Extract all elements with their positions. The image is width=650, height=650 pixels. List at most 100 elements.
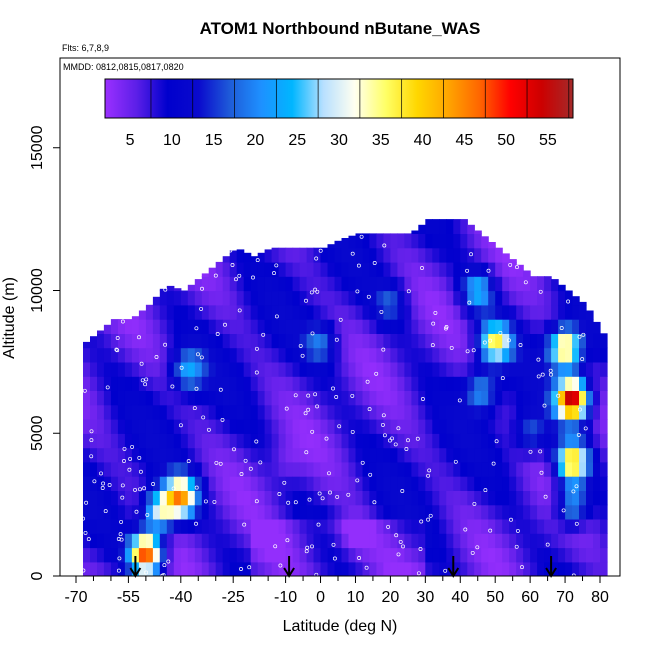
heat-cell	[425, 333, 433, 349]
heat-cell	[460, 276, 468, 292]
heat-cell	[348, 347, 357, 363]
heat-cell	[509, 276, 517, 292]
heat-cell	[236, 476, 245, 491]
sample-point	[355, 478, 360, 483]
heat-cell	[544, 404, 552, 420]
sample-point	[255, 258, 260, 263]
heat-cell	[495, 447, 503, 463]
sample-point	[426, 473, 431, 478]
sample-point	[365, 379, 370, 384]
heat-cell	[453, 376, 461, 391]
sample-point	[313, 392, 318, 397]
heat-cell	[397, 361, 405, 377]
heat-cell	[355, 304, 364, 320]
heat-cell	[236, 518, 245, 534]
sample-point	[140, 378, 145, 383]
heat-cell	[257, 518, 266, 534]
sample-point	[528, 449, 533, 454]
heat-cell	[376, 518, 384, 534]
heat-cell	[397, 376, 405, 391]
heat-cell	[264, 518, 273, 534]
heat-cell	[593, 333, 601, 349]
heat-cell	[481, 347, 489, 363]
heat-cell	[327, 419, 336, 434]
sample-point	[406, 289, 411, 294]
heat-cell	[271, 419, 280, 434]
heat-cell	[376, 461, 384, 477]
heat-cell	[369, 533, 377, 549]
heat-cell	[292, 276, 301, 292]
heat-cell	[117, 347, 126, 363]
heat-cell	[467, 419, 475, 434]
heat-cell	[257, 447, 266, 463]
heat-cell	[404, 290, 412, 306]
heat-cell	[467, 247, 475, 263]
heat-cell	[537, 347, 545, 363]
heat-cell	[271, 518, 280, 534]
heat-cell	[537, 361, 545, 377]
sample-point	[494, 439, 499, 444]
heat-cell	[264, 347, 273, 363]
heat-cell	[215, 518, 224, 534]
heat-cell	[90, 518, 98, 534]
heat-cell	[257, 319, 266, 334]
heat-cell	[187, 561, 196, 576]
heat-cell	[537, 504, 545, 520]
heat-cell	[376, 390, 384, 406]
heat-cell	[264, 419, 273, 434]
heat-cell	[488, 376, 496, 391]
sample-point	[81, 516, 85, 521]
sample-point	[483, 488, 488, 493]
heat-cell	[313, 490, 322, 506]
heat-cell	[369, 433, 377, 449]
sample-point	[163, 287, 168, 292]
heat-cell	[418, 518, 426, 534]
heat-cell	[411, 490, 419, 506]
heat-cell	[481, 236, 489, 249]
heat-cell	[348, 276, 357, 292]
heat-cell	[481, 490, 489, 506]
heat-cell	[488, 476, 496, 491]
sample-point	[142, 486, 147, 491]
heat-cell	[173, 347, 182, 363]
heat-cell	[418, 319, 426, 334]
heat-cell	[586, 447, 594, 463]
heat-cell	[509, 547, 517, 563]
heat-cell	[131, 433, 140, 449]
heat-cell	[271, 333, 280, 349]
heat-cell	[467, 504, 475, 520]
sample-point	[122, 459, 126, 463]
heat-cell	[600, 404, 608, 420]
heat-cell	[341, 490, 350, 506]
heat-cell	[551, 447, 559, 463]
heat-cell	[271, 547, 280, 563]
heat-cell	[467, 490, 475, 506]
heat-cell	[131, 533, 140, 549]
heat-cell	[502, 304, 510, 320]
heat-cell	[306, 561, 315, 576]
heat-cell	[103, 533, 112, 549]
heat-cell	[97, 376, 105, 391]
heat-cell	[103, 476, 112, 491]
heat-cell	[376, 233, 384, 249]
heat-cell	[180, 504, 189, 520]
heat-cell	[446, 319, 454, 334]
heat-cell	[187, 476, 196, 491]
heat-cell	[453, 504, 461, 520]
heat-cell	[509, 347, 517, 363]
heat-cell	[488, 547, 496, 563]
heat-cell	[117, 361, 126, 377]
heat-cell	[572, 490, 580, 506]
heat-cell	[152, 319, 161, 334]
heat-cell	[474, 319, 482, 334]
sample-point	[518, 343, 523, 347]
sample-point	[350, 429, 355, 434]
heat-cell	[425, 319, 433, 334]
heat-cell	[362, 461, 371, 477]
heat-cell	[397, 333, 405, 349]
heat-cell	[432, 419, 440, 434]
sample-point	[278, 563, 283, 568]
heat-cell	[432, 390, 440, 406]
heat-cell	[90, 419, 98, 434]
heat-cell	[166, 433, 175, 449]
